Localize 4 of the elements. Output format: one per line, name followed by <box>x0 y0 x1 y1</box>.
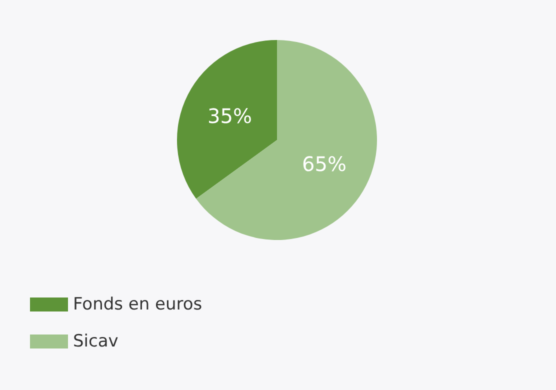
data-label: 35% <box>208 104 252 128</box>
data-label: 65% <box>302 152 346 176</box>
legend-label: Sicav <box>73 332 118 352</box>
legend-label: Fonds en euros <box>73 294 202 314</box>
